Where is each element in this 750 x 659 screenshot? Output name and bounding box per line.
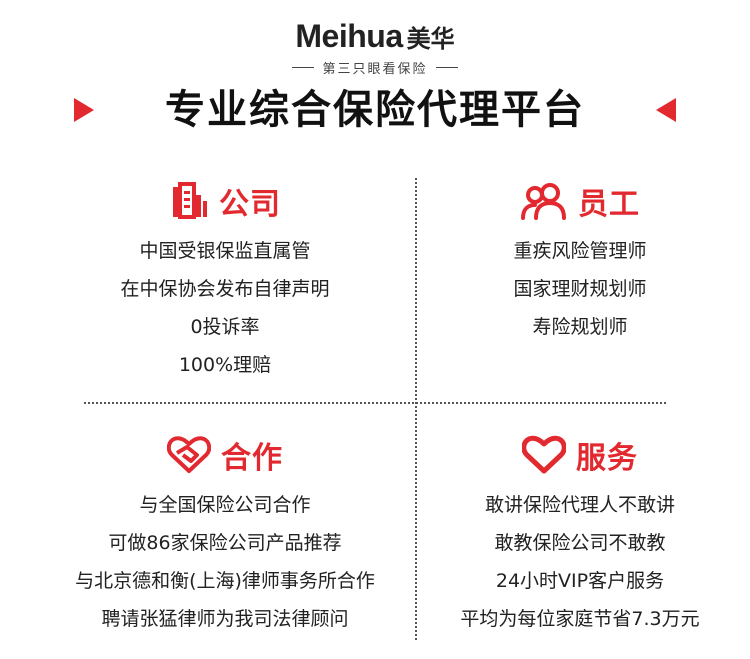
list-item: 聘请张猛律师为我司法律顾问 xyxy=(101,608,349,630)
section-company-title: 公司 xyxy=(219,187,281,222)
list-item: 重疾风险管理师 xyxy=(513,240,647,262)
logo: Meihua 美华 第三只眼看保险 xyxy=(0,20,750,77)
logo-wordmark: Meihua 美华 xyxy=(295,20,454,52)
page-title: 专业综合保险代理平台 xyxy=(165,87,585,133)
list-item: 敢教保险公司不敢教 xyxy=(494,532,666,554)
section-company-list: 中国受银保监直属管 在中保协会发布自律声明 0投诉率 100%理赔 xyxy=(40,232,410,384)
slogan-dash-right xyxy=(435,67,458,68)
section-staff: 员工 重疾风险管理师 国家理财规划师 寿险规划师 xyxy=(395,176,750,346)
list-item: 100%理赔 xyxy=(178,354,272,376)
section-partner-title: 合作 xyxy=(221,441,283,476)
list-item: 24小时VIP客户服务 xyxy=(495,570,665,592)
section-staff-list: 重疾风险管理师 国家理财规划师 寿险规划师 xyxy=(395,232,750,346)
heart-icon xyxy=(522,435,566,474)
triangle-right-icon xyxy=(74,98,94,122)
list-item: 寿险规划师 xyxy=(532,316,628,338)
section-staff-header: 员工 xyxy=(395,176,750,226)
vertical-divider xyxy=(415,178,417,640)
logo-brand-en: Meihua xyxy=(295,18,403,54)
list-item: 国家理财规划师 xyxy=(513,278,647,300)
section-company-header: 公司 xyxy=(40,176,410,226)
section-service: 服务 敢讲保险代理人不敢讲 敢教保险公司不敢教 24小时VIP客户服务 平均为每… xyxy=(395,430,750,638)
slogan-text: 第三只眼看保险 xyxy=(322,62,428,77)
section-partner: 合作 与全国保险公司合作 可做86家保险公司产品推荐 与北京德和衡(上海)律师事… xyxy=(40,430,410,638)
section-service-header: 服务 xyxy=(395,430,750,480)
section-staff-title: 员工 xyxy=(578,187,640,222)
handshake-heart-icon xyxy=(167,436,211,473)
list-item: 与全国保险公司合作 xyxy=(139,494,311,516)
section-partner-header: 合作 xyxy=(40,430,410,480)
logo-brand-cn: 美华 xyxy=(406,24,455,53)
list-item: 敢讲保险代理人不敢讲 xyxy=(484,494,675,516)
list-item: 与北京德和衡(上海)律师事务所合作 xyxy=(75,570,375,592)
logo-slogan: 第三只眼看保险 xyxy=(292,58,458,77)
section-service-title: 服务 xyxy=(576,441,638,476)
section-company: 公司 中国受银保监直属管 在中保协会发布自律声明 0投诉率 100%理赔 xyxy=(40,176,410,384)
section-service-list: 敢讲保险代理人不敢讲 敢教保险公司不敢教 24小时VIP客户服务 平均为每位家庭… xyxy=(395,486,750,638)
triangle-left-icon xyxy=(656,98,676,122)
headline: 专业综合保险代理平台 xyxy=(0,84,750,136)
slogan-dash-left xyxy=(292,67,315,68)
list-item: 平均为每位家庭节省7.3万元 xyxy=(460,608,700,630)
list-item: 0投诉率 xyxy=(190,316,260,338)
list-item: 可做86家保险公司产品推荐 xyxy=(108,532,342,554)
horizontal-divider xyxy=(84,402,666,404)
users-icon xyxy=(521,183,566,220)
building-icon xyxy=(173,182,207,219)
list-item: 在中保协会发布自律声明 xyxy=(120,278,330,300)
list-item: 中国受银保监直属管 xyxy=(139,240,311,262)
section-partner-list: 与全国保险公司合作 可做86家保险公司产品推荐 与北京德和衡(上海)律师事务所合… xyxy=(40,486,410,638)
